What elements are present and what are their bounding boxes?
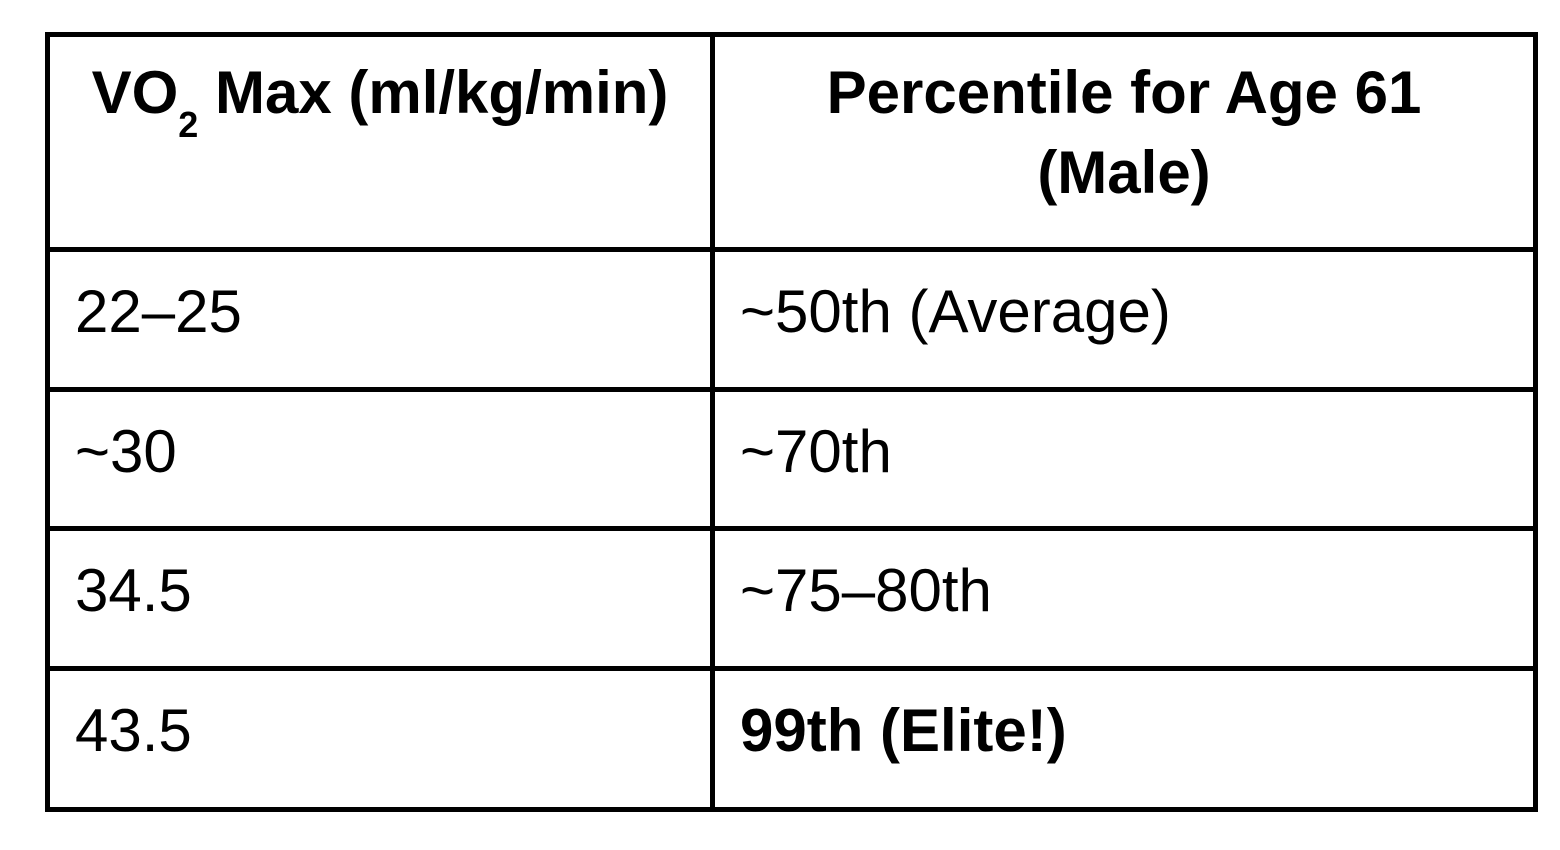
vo2max-value-cell: 22–25	[45, 247, 715, 392]
table-row: 22–25 ~50th (Average)	[45, 247, 1538, 392]
table-header-row: VO2 Max (ml/kg/min) Percentile for Age 6…	[45, 32, 1538, 252]
header-cell-percentile: Percentile for Age 61 (Male)	[710, 32, 1538, 252]
vo2max-header-subscript: 2	[178, 104, 199, 145]
table-row: ~30 ~70th	[45, 387, 1538, 531]
percentile-value-cell: ~50th (Average)	[710, 247, 1538, 392]
percentile-value-cell: ~70th	[710, 387, 1538, 531]
percentile-value-cell: ~75–80th	[710, 526, 1538, 671]
table-row: 43.5 99th (Elite!)	[45, 666, 1538, 812]
vo2max-percentile-table: VO2 Max (ml/kg/min) Percentile for Age 6…	[45, 32, 1538, 812]
header-cell-vo2max: VO2 Max (ml/kg/min)	[45, 32, 715, 252]
vo2max-value-cell: 43.5	[45, 666, 715, 812]
table-row: 34.5 ~75–80th	[45, 526, 1538, 671]
vo2max-value-cell: 34.5	[45, 526, 715, 671]
percentile-value-cell: 99th (Elite!)	[710, 666, 1538, 812]
vo2max-header-suffix: Max (ml/kg/min)	[198, 59, 669, 126]
vo2max-value-cell: ~30	[45, 387, 715, 531]
vo2max-header-prefix: VO	[91, 59, 179, 126]
